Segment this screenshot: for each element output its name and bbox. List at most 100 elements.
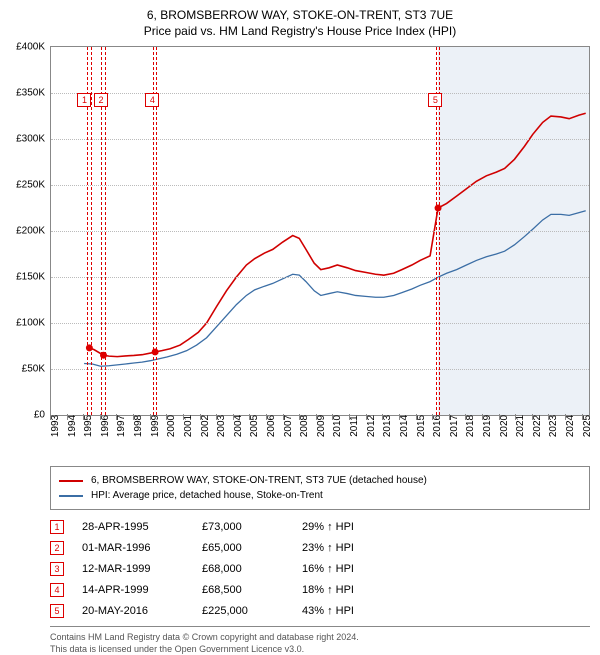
x-tick-label: 2023 xyxy=(548,415,559,437)
x-tick-mark xyxy=(382,414,383,420)
y-tick-label: £0 xyxy=(34,410,45,421)
x-tick-label: 2024 xyxy=(565,415,576,437)
y-tick-label: £350K xyxy=(16,88,45,99)
x-tick-mark xyxy=(233,414,234,420)
x-tick-label: 2016 xyxy=(432,415,443,437)
sale-marker-box: 1 xyxy=(77,93,91,107)
x-tick-mark xyxy=(100,414,101,420)
gridline xyxy=(51,323,589,324)
x-tick-label: 2009 xyxy=(316,415,327,437)
x-tick-mark xyxy=(166,414,167,420)
x-tick-mark xyxy=(200,414,201,420)
transaction-row: 128-APR-1995£73,00029% ↑ HPI xyxy=(50,520,590,534)
gridline xyxy=(51,277,589,278)
tx-date: 12-MAR-1999 xyxy=(82,563,202,575)
x-tick-mark xyxy=(515,414,516,420)
x-tick-mark xyxy=(582,414,583,420)
legend-row: HPI: Average price, detached house, Stok… xyxy=(59,488,581,503)
tx-delta: 23% ↑ HPI xyxy=(302,542,590,554)
x-tick-label: 2017 xyxy=(449,415,460,437)
x-tick-label: 1998 xyxy=(133,415,144,437)
legend-swatch xyxy=(59,495,83,497)
tx-delta: 16% ↑ HPI xyxy=(302,563,590,575)
chart-area: £0£50K£100K£150K£200K£250K£300K£350K£400… xyxy=(50,46,590,416)
x-tick-mark xyxy=(349,414,350,420)
x-tick-mark xyxy=(332,414,333,420)
x-tick-mark xyxy=(283,414,284,420)
legend-label: 6, BROMSBERROW WAY, STOKE-ON-TRENT, ST3 … xyxy=(91,473,427,488)
tx-date: 20-MAY-2016 xyxy=(82,605,202,617)
transaction-row: 414-APR-1999£68,50018% ↑ HPI xyxy=(50,583,590,597)
x-tick-label: 1994 xyxy=(67,415,78,437)
tx-price: £225,000 xyxy=(202,605,302,617)
x-tick-label: 2019 xyxy=(482,415,493,437)
sale-marker-box: 5 xyxy=(428,93,442,107)
x-tick-label: 2018 xyxy=(465,415,476,437)
x-tick-label: 1997 xyxy=(116,415,127,437)
x-tick-mark xyxy=(416,414,417,420)
legend-label: HPI: Average price, detached house, Stok… xyxy=(91,488,323,503)
tx-price: £65,000 xyxy=(202,542,302,554)
transaction-row: 5 20-MAY-2016£225,00043% ↑ HPI xyxy=(50,604,590,618)
page-container: 6, BROMSBERROW WAY, STOKE-ON-TRENT, ST3 … xyxy=(0,0,600,650)
x-tick-label: 2003 xyxy=(216,415,227,437)
tx-date: 01-MAR-1996 xyxy=(82,542,202,554)
tx-num: 1 xyxy=(50,520,64,534)
gridline xyxy=(51,139,589,140)
x-tick-mark xyxy=(50,414,51,420)
transactions-table: 128-APR-1995£73,00029% ↑ HPI 2 01-MAR-1996… xyxy=(50,520,590,618)
tx-date: 14-APR-1999 xyxy=(82,584,202,596)
x-tick-mark xyxy=(299,414,300,420)
tx-delta: 18% ↑ HPI xyxy=(302,584,590,596)
tx-num: 2 xyxy=(50,541,64,555)
x-tick-label: 2014 xyxy=(399,415,410,437)
sale-marker-box: 4 xyxy=(145,93,159,107)
gridline xyxy=(51,93,589,94)
x-tick-mark xyxy=(83,414,84,420)
x-tick-mark xyxy=(548,414,549,420)
x-tick-mark xyxy=(150,414,151,420)
series-line xyxy=(89,113,585,356)
title-subtitle: Price paid vs. HM Land Registry's House … xyxy=(10,24,590,38)
x-tick-mark xyxy=(249,414,250,420)
transaction-row: 2 01-MAR-1996£65,00023% ↑ HPI xyxy=(50,541,590,555)
gridline xyxy=(51,369,589,370)
tx-price: £73,000 xyxy=(202,521,302,533)
legend-row: 6, BROMSBERROW WAY, STOKE-ON-TRENT, ST3 … xyxy=(59,473,581,488)
title-address: 6, BROMSBERROW WAY, STOKE-ON-TRENT, ST3 … xyxy=(10,8,590,22)
x-tick-mark xyxy=(183,414,184,420)
x-tick-label: 2000 xyxy=(166,415,177,437)
x-tick-label: 2010 xyxy=(332,415,343,437)
x-tick-mark xyxy=(532,414,533,420)
x-tick-label: 2005 xyxy=(249,415,260,437)
tx-delta: 29% ↑ HPI xyxy=(302,521,590,533)
x-axis: 1993199419951996199719981999200020012002… xyxy=(50,420,590,460)
x-tick-label: 2020 xyxy=(499,415,510,437)
x-tick-label: 1993 xyxy=(50,415,61,437)
x-tick-label: 2007 xyxy=(283,415,294,437)
x-tick-label: 2015 xyxy=(416,415,427,437)
y-tick-label: £100K xyxy=(16,318,45,329)
tx-num: 5 xyxy=(50,604,64,618)
x-tick-mark xyxy=(67,414,68,420)
y-axis: £0£50K£100K£150K£200K£250K£300K£350K£400… xyxy=(1,47,49,415)
title-block: 6, BROMSBERROW WAY, STOKE-ON-TRENT, ST3 … xyxy=(0,0,600,42)
x-tick-label: 2013 xyxy=(382,415,393,437)
x-tick-mark xyxy=(133,414,134,420)
footnote-line1: Contains HM Land Registry data © Crown c… xyxy=(50,632,590,644)
x-tick-mark xyxy=(482,414,483,420)
x-tick-label: 1999 xyxy=(150,415,161,437)
footnote: Contains HM Land Registry data © Crown c… xyxy=(50,626,590,655)
footnote-line2: This data is licensed under the Open Gov… xyxy=(50,644,590,655)
x-tick-label: 1996 xyxy=(100,415,111,437)
legend-swatch xyxy=(59,480,83,482)
y-tick-label: £400K xyxy=(16,42,45,53)
x-tick-label: 2012 xyxy=(366,415,377,437)
y-tick-label: £150K xyxy=(16,272,45,283)
tx-delta: 43% ↑ HPI xyxy=(302,605,590,617)
tx-price: £68,000 xyxy=(202,563,302,575)
y-tick-label: £200K xyxy=(16,226,45,237)
x-tick-mark xyxy=(499,414,500,420)
x-tick-label: 2008 xyxy=(299,415,310,437)
x-tick-mark xyxy=(565,414,566,420)
